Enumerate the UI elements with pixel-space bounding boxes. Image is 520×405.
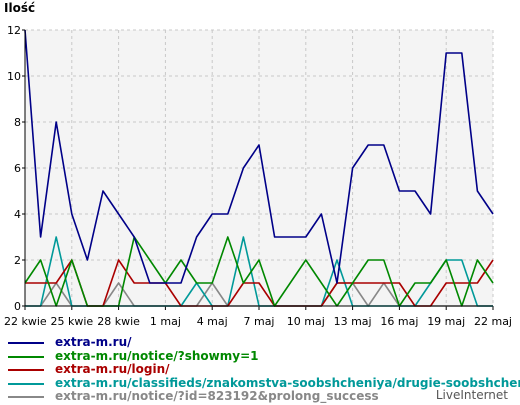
- legend-label: extra-m.ru/notice/?id=823192&prolong_suc…: [55, 390, 379, 403]
- x-tick-label: 22 maj: [474, 315, 512, 328]
- watermark: LiveInternet: [435, 388, 508, 402]
- x-tick-label: 22 kwie: [4, 315, 47, 328]
- legend-item: extra-m.ru/notice/?showmy=1: [8, 350, 520, 365]
- x-axis: 22 kwie 25 kwie 28 kwie 1 maj 4 maj 7 maj 10 m…: [4, 306, 512, 328]
- y-tick-label: 10: [7, 70, 21, 83]
- legend-label: extra-m.ru/classifieds/znakomstva-soobsh…: [55, 376, 520, 390]
- x-tick-label: 1 maj: [150, 315, 181, 328]
- y-tick-label: 12: [7, 24, 21, 37]
- x-tick-label: 4 maj: [197, 315, 228, 328]
- chart: 0 2 4 6 8 10 12 22 kwie 25 kwie 28 kwie 1 maj 4 ma…: [4, 24, 512, 328]
- x-tick-label: 25 kwie: [50, 315, 93, 328]
- y-tick-label: 2: [14, 254, 21, 267]
- legend-item: extra-m.ru/notice/?id=823192&prolong_suc…: [8, 390, 520, 405]
- legend-item: extra-m.ru/: [8, 336, 520, 351]
- legend: extra-m.ru/extra-m.ru/notice/?showmy=1 ex…: [0, 332, 520, 405]
- x-tick-label: 13 maj: [334, 315, 372, 328]
- x-tick-label: 7 maj: [243, 315, 274, 328]
- legend-swatch: [8, 382, 44, 385]
- legend-swatch: [8, 355, 44, 358]
- legend-swatch: [8, 369, 44, 371]
- y-axis: 0 2 4 6 8 10 12: [7, 24, 25, 313]
- x-tick-label: 10 maj: [287, 315, 325, 328]
- legend-item: extra-m.ru/classifieds/znakomstva-soobsh…: [8, 377, 520, 392]
- legend-swatch: [8, 396, 44, 398]
- y-tick-label: 0: [14, 300, 21, 313]
- x-tick-label: 19 maj: [427, 315, 465, 328]
- x-tick-label: 16 maj: [380, 315, 418, 328]
- legend-swatch: [8, 342, 44, 344]
- legend-label: extra-m.ru/notice/?showmy=1: [55, 349, 259, 363]
- legend-label: extra-m.ru/login/: [55, 363, 170, 376]
- y-tick-label: 6: [14, 162, 21, 175]
- y-tick-label: 4: [14, 208, 21, 221]
- legend-label: extra-m.ru/: [55, 336, 132, 349]
- legend-item: extra-m.ru/login/: [8, 363, 520, 378]
- y-tick-label: 8: [14, 116, 21, 129]
- y-axis-title: Ilość: [4, 1, 36, 15]
- x-tick-label: 28 kwie: [97, 315, 140, 328]
- series-line: [24, 29, 494, 284]
